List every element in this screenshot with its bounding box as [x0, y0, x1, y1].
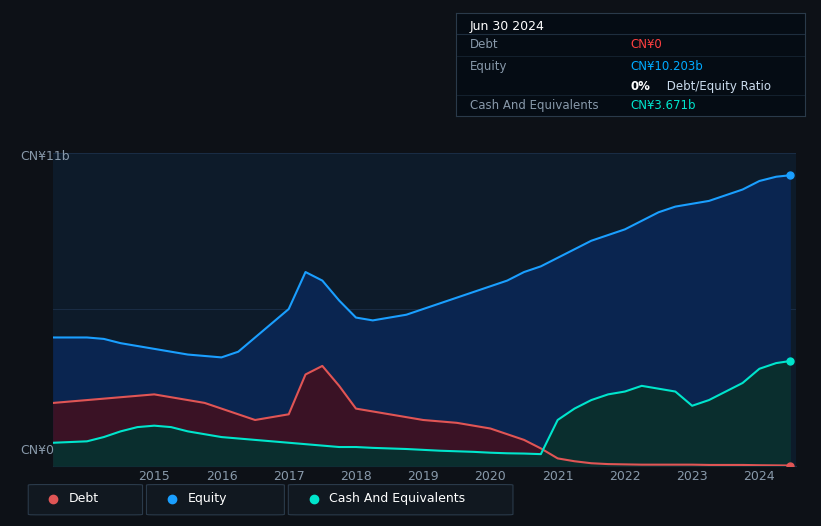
- Text: Equity: Equity: [470, 60, 507, 73]
- Text: Debt: Debt: [470, 38, 498, 51]
- Text: CN¥11b: CN¥11b: [21, 150, 70, 163]
- Text: Equity: Equity: [187, 492, 227, 505]
- Text: Cash And Equivalents: Cash And Equivalents: [329, 492, 466, 505]
- FancyBboxPatch shape: [28, 484, 143, 515]
- Text: CN¥10.203b: CN¥10.203b: [631, 60, 703, 73]
- Text: Jun 30 2024: Jun 30 2024: [470, 21, 544, 33]
- Text: CN¥3.671b: CN¥3.671b: [631, 99, 695, 113]
- Text: Cash And Equivalents: Cash And Equivalents: [470, 99, 599, 113]
- Text: Debt: Debt: [69, 492, 99, 505]
- Text: CN¥0: CN¥0: [21, 443, 54, 457]
- FancyBboxPatch shape: [146, 484, 284, 515]
- Text: CN¥0: CN¥0: [631, 38, 662, 51]
- FancyBboxPatch shape: [288, 484, 513, 515]
- Text: Debt/Equity Ratio: Debt/Equity Ratio: [663, 80, 771, 93]
- Text: 0%: 0%: [631, 80, 650, 93]
